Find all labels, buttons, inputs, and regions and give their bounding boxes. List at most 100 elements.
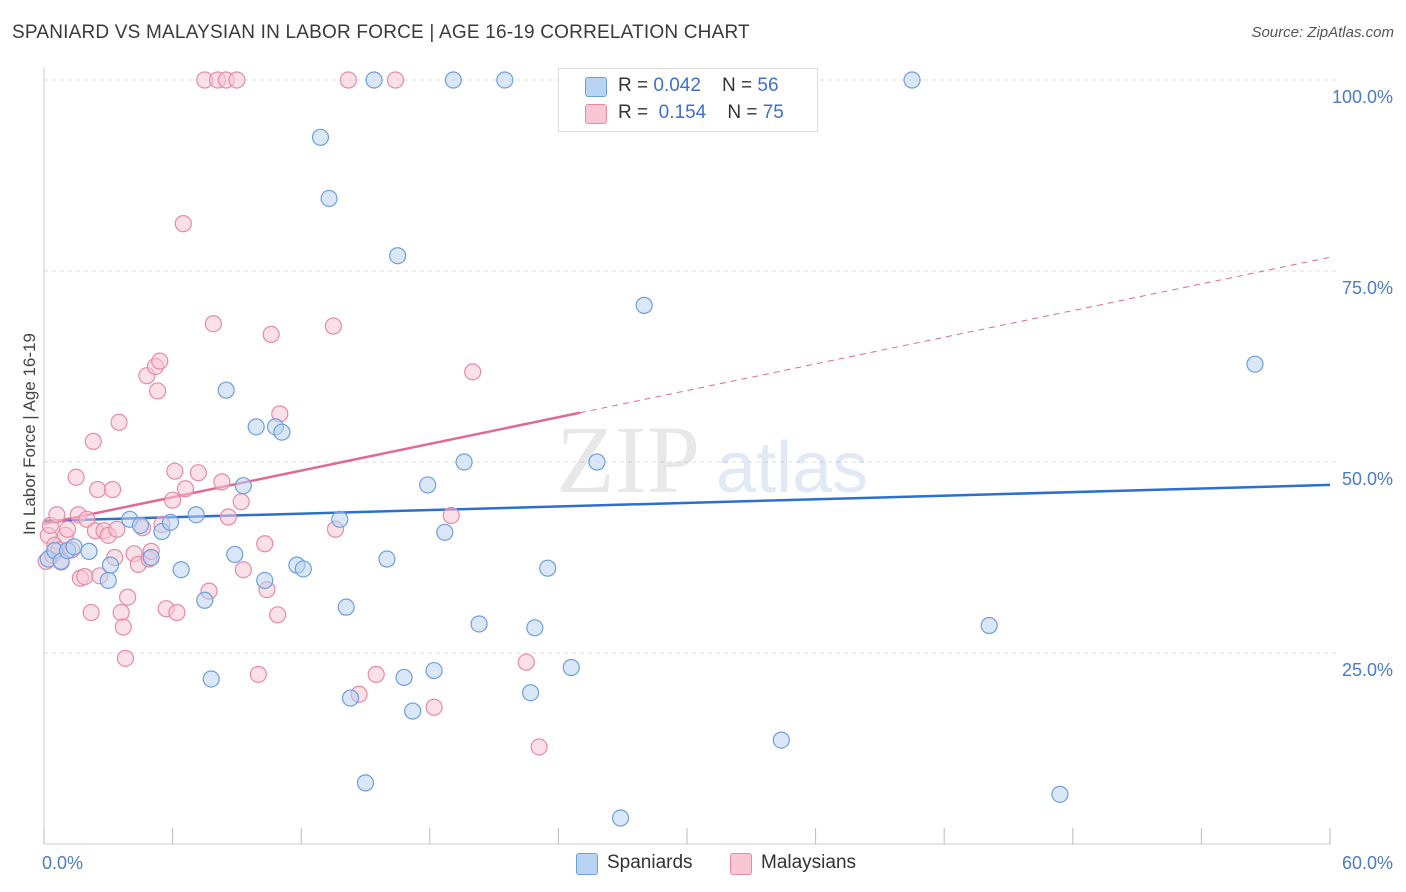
spaniards-point bbox=[1051, 785, 1069, 803]
malaysians-point bbox=[108, 520, 126, 538]
malaysians-point bbox=[88, 480, 107, 499]
spaniards-point bbox=[389, 247, 407, 265]
spaniards-point bbox=[635, 296, 653, 314]
malaysians-point bbox=[228, 71, 246, 89]
n-value: 75 bbox=[762, 102, 784, 123]
spaniards-point bbox=[470, 615, 488, 633]
malaysians-point bbox=[48, 506, 66, 524]
malaysians-point bbox=[166, 462, 184, 480]
spaniards-point bbox=[65, 538, 83, 556]
malaysians-point bbox=[367, 665, 385, 683]
n-value: 56 bbox=[757, 75, 779, 96]
y-tick-label: 100.0% bbox=[1332, 87, 1393, 107]
y-tick-label: 25.0% bbox=[1342, 660, 1393, 680]
swatch-malaysians bbox=[585, 104, 607, 124]
malaysians-point bbox=[84, 432, 102, 450]
spaniards-point bbox=[611, 809, 630, 827]
spaniards-point bbox=[772, 731, 790, 749]
spaniards-point bbox=[131, 516, 150, 535]
spaniards-point bbox=[217, 381, 235, 399]
y-tick-label: 75.0% bbox=[1342, 278, 1393, 298]
malaysians-trend-line bbox=[43, 411, 581, 526]
spaniards-point bbox=[101, 556, 120, 574]
spaniards-point bbox=[187, 506, 205, 524]
spaniards-point bbox=[80, 542, 98, 560]
malaysians-point bbox=[219, 508, 237, 526]
spaniards-point bbox=[365, 71, 383, 89]
spaniards-point bbox=[539, 559, 557, 577]
malaysians-point bbox=[517, 653, 535, 671]
malaysians-point bbox=[425, 698, 443, 716]
spaniards-point bbox=[419, 476, 437, 494]
source-credit: Source: ZipAtlas.com bbox=[1251, 24, 1394, 41]
swatch-malaysians bbox=[730, 853, 752, 875]
malaysians-point bbox=[103, 480, 122, 499]
spaniards-point bbox=[903, 71, 921, 89]
spaniards-trend-line bbox=[43, 483, 1331, 523]
malaysians-point bbox=[112, 603, 130, 622]
spaniards-point bbox=[331, 510, 349, 528]
spaniards-point bbox=[404, 702, 422, 720]
malaysians-point bbox=[204, 315, 222, 333]
malaysians-point bbox=[234, 561, 252, 579]
malaysians-point bbox=[148, 382, 167, 400]
malaysians-point bbox=[232, 493, 250, 511]
malaysians-point bbox=[256, 535, 274, 553]
x-tick-label: 0.0% bbox=[42, 853, 83, 873]
spaniards-point bbox=[496, 71, 514, 89]
y-tick-label: 50.0% bbox=[1342, 469, 1393, 489]
legend-label: Spaniards bbox=[607, 852, 693, 873]
malaysians-point bbox=[58, 520, 77, 538]
malaysians-point bbox=[249, 665, 267, 683]
watermark-zip: ZIP bbox=[556, 406, 700, 513]
malaysians-point bbox=[269, 606, 287, 624]
malaysians-point bbox=[176, 480, 195, 498]
malaysians-point bbox=[174, 215, 192, 233]
spaniards-point bbox=[526, 619, 544, 637]
spaniards-point bbox=[273, 423, 291, 441]
spaniards-point bbox=[395, 668, 413, 687]
spaniards-point bbox=[378, 550, 396, 568]
stats-legend: R = 0.042 N = 56 R = 0.154 N = 75 bbox=[558, 68, 818, 132]
n-label: N = bbox=[727, 102, 763, 123]
spaniards-point bbox=[356, 774, 375, 792]
malaysians-point bbox=[67, 468, 85, 486]
spaniards-point bbox=[161, 513, 180, 531]
spaniards-point bbox=[337, 598, 355, 616]
malaysians-point bbox=[530, 738, 548, 756]
trend-lines bbox=[43, 256, 1331, 526]
malaysians-point bbox=[116, 649, 135, 667]
spaniards-point bbox=[172, 561, 190, 579]
malaysians-point bbox=[442, 506, 460, 525]
spaniards-point bbox=[980, 616, 998, 635]
series-legend: Spaniards Malaysians bbox=[0, 852, 1406, 878]
spaniards-point bbox=[521, 684, 540, 702]
malaysians-point bbox=[213, 473, 231, 491]
r-label: R = bbox=[618, 75, 654, 96]
x-tick-label: 60.0% bbox=[1342, 853, 1393, 873]
tick-labels: 25.0% 50.0% 75.0% 100.0% 0.0% 60.0% bbox=[42, 87, 1393, 873]
spaniards-point bbox=[256, 571, 274, 590]
malaysians-point bbox=[118, 588, 137, 606]
spaniards-point bbox=[294, 560, 312, 578]
spaniards-point bbox=[311, 128, 330, 146]
spaniards-point bbox=[562, 658, 580, 677]
malaysians-point bbox=[386, 71, 405, 89]
malaysians-point bbox=[168, 603, 186, 622]
spaniards-point bbox=[226, 545, 244, 564]
r-value: 0.042 bbox=[653, 75, 701, 96]
malaysians-point bbox=[164, 491, 182, 509]
legend-label: Malaysians bbox=[761, 852, 857, 873]
malaysians-point bbox=[324, 317, 342, 335]
malaysians-point bbox=[151, 352, 169, 370]
spaniards-point bbox=[341, 689, 360, 707]
spaniards-point bbox=[444, 71, 462, 89]
swatch-spaniards bbox=[585, 77, 607, 97]
spaniards-point bbox=[234, 477, 252, 495]
spaniards-point bbox=[455, 453, 473, 471]
spaniards-point bbox=[425, 661, 443, 680]
spaniards-point bbox=[436, 523, 454, 541]
malaysians-point bbox=[189, 464, 207, 482]
spaniards-points bbox=[39, 71, 1264, 827]
